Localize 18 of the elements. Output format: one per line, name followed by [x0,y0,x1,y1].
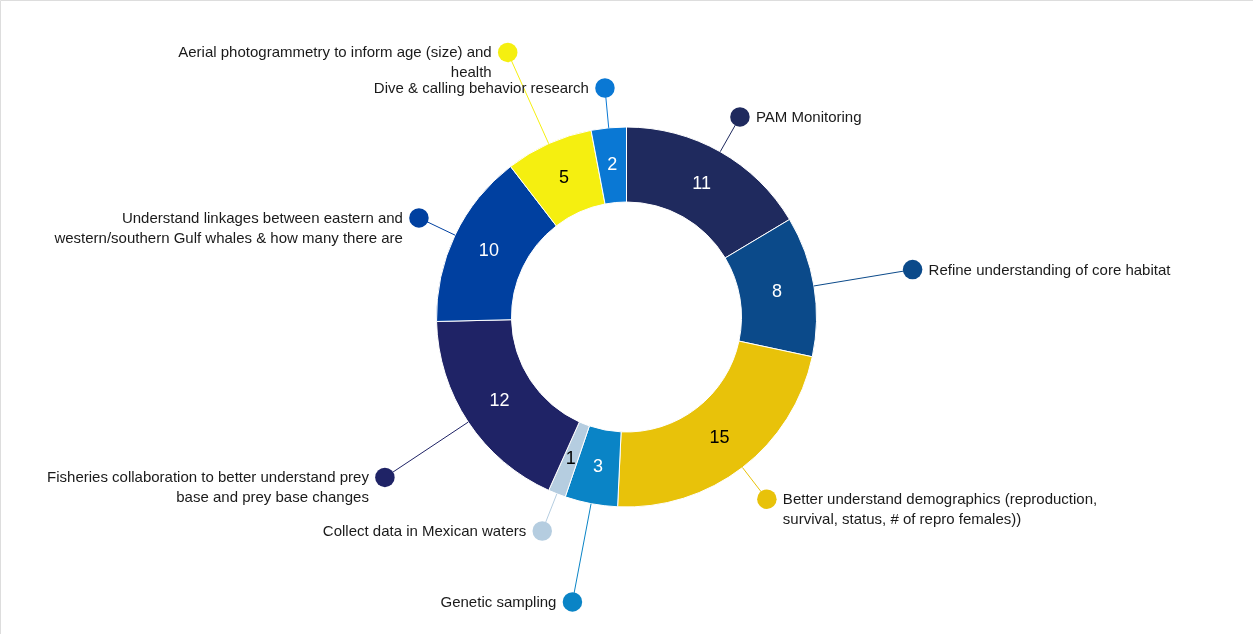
legend-label: Dive & calling behavior research [373,79,589,97]
data-label: 3 [593,455,604,476]
data-label: 10 [478,240,499,261]
legend-label: Genetic sampling [440,592,557,610]
legend-label: Understand linkages between eastern and western/southern Gulf whales & how many there are [53,208,403,246]
slice-label: Better understand demographics (reproduction, survival, status, # of repro females)) [782,490,1098,528]
data-label: 15 [709,426,730,447]
legend-label: Aerial photogrammetry to inform age (size) and health [178,43,492,81]
legend-label: Fisheries collaboration to better understand prey base and prey base changes [47,468,370,506]
data-label: 11 [692,173,712,194]
data-label: 2 [607,154,618,175]
data-label: 5 [559,166,570,187]
slice-label: Refine understanding of core habitat [928,260,1172,278]
data-label: 12 [489,390,510,411]
data-label: 1 [565,447,576,468]
slice-label: PAM Monitoring [755,107,862,125]
data-label: 8 [771,281,782,302]
legend-label: Collect data in Mexican waters [322,522,527,540]
